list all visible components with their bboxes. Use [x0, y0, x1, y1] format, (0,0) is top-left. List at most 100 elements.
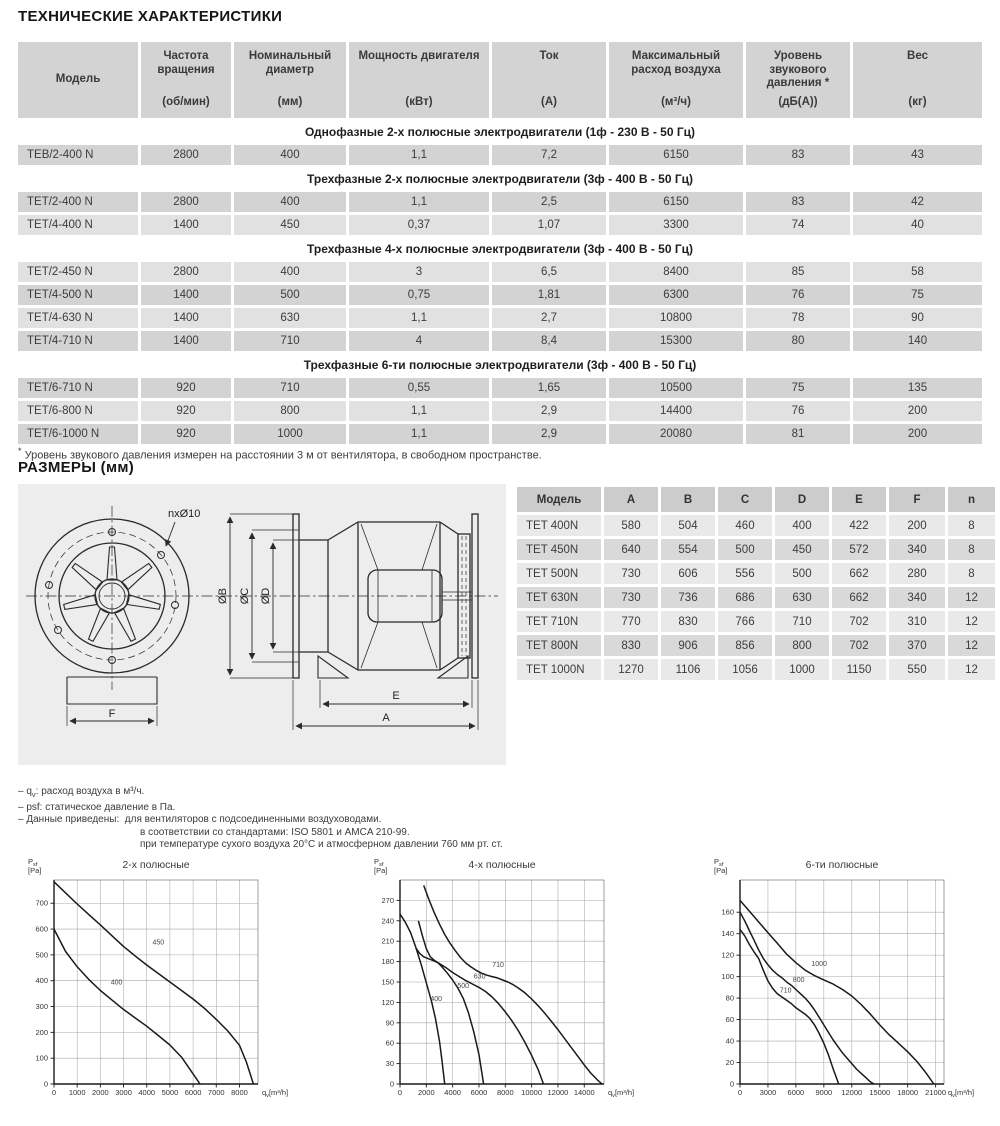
note-line: при температуре сухого воздуха 20°С и ат…: [18, 839, 503, 852]
table-cell: 2800: [141, 262, 231, 282]
chart-ticks: [396, 899, 585, 1088]
svg-text:3000: 3000: [115, 1088, 132, 1097]
table-cell: 702: [832, 611, 886, 632]
table-cell: 2,9: [492, 401, 606, 421]
dims-column-header: F: [889, 487, 945, 512]
note-text: v: [31, 790, 36, 799]
column-unit: (об/мин): [162, 95, 210, 108]
curve-400: [399, 913, 446, 1085]
table-cell: 500: [718, 539, 772, 560]
section-header: Трехфазные 6-ти полюсные электродвигател…: [18, 354, 982, 375]
model-cell: TET 1000N: [517, 659, 601, 680]
note-line: – Данные приведены: для вентиляторов с п…: [18, 814, 503, 827]
curve-label-400: 400: [111, 980, 123, 987]
table-cell: 450: [234, 215, 346, 235]
table-cell: 8: [948, 515, 995, 536]
table-cell: 6300: [609, 285, 743, 305]
table-cell: 504: [661, 515, 715, 536]
x-axis-label: qv[m³/h]: [608, 1088, 634, 1099]
svg-text:6000: 6000: [471, 1088, 488, 1097]
table-cell: 422: [832, 515, 886, 536]
chart-title: 2-х полюсные: [122, 859, 189, 871]
svg-text:0: 0: [44, 1080, 48, 1089]
table-cell: 10500: [609, 378, 743, 398]
model-cell: TET/4-630 N: [18, 308, 138, 328]
svg-text:270: 270: [381, 896, 394, 905]
chart-4-pole: 0 2000 4000 6000 8000 10000 12000 14000 0 30 60 90 1…: [354, 854, 679, 1120]
note-text: : расход воздуха в м³/ч.: [35, 786, 145, 797]
svg-text:6000: 6000: [185, 1088, 202, 1097]
svg-text:30: 30: [386, 1059, 394, 1068]
curve-label-630: 630: [474, 974, 486, 981]
table-cell: 920: [141, 378, 231, 398]
column-unit: (м³/ч): [661, 95, 691, 108]
curve-label-450: 450: [152, 940, 164, 947]
model-cell: TET/4-400 N: [18, 215, 138, 235]
table-cell: 1,1: [349, 424, 489, 444]
table-cell: 906: [661, 635, 715, 656]
table-cell: 85: [746, 262, 850, 282]
table-cell: 702: [832, 635, 886, 656]
model-cell: TET/6-710 N: [18, 378, 138, 398]
table-cell: 2800: [141, 192, 231, 212]
column-unit: (кг): [908, 95, 927, 108]
note-text: – Данные приведены: для вентиляторов с п…: [18, 814, 382, 825]
svg-text:1000: 1000: [69, 1088, 86, 1097]
svg-text:210: 210: [381, 937, 394, 946]
svg-text:2000: 2000: [92, 1088, 109, 1097]
svg-text:500: 500: [35, 950, 48, 959]
drawing-labels: nxØ10 ØB ØC ØD E A F: [109, 508, 400, 724]
svg-text:120: 120: [381, 998, 394, 1007]
dim-c-label: ØC: [239, 588, 251, 605]
note-line: в соответствии со стандартами: ISO 5801 …: [18, 827, 503, 840]
table-cell: 340: [889, 587, 945, 608]
table-cell: 310: [889, 611, 945, 632]
table-cell: 1,1: [349, 192, 489, 212]
curve-1000: [739, 899, 935, 1085]
svg-text:160: 160: [721, 908, 734, 917]
table-cell: 7,2: [492, 145, 606, 165]
svg-text:0: 0: [730, 1080, 734, 1089]
svg-text:600: 600: [35, 925, 48, 934]
table-cell: 730: [604, 587, 658, 608]
table-cell: 2800: [141, 145, 231, 165]
table-cell: 76: [746, 285, 850, 305]
table-cell: 370: [889, 635, 945, 656]
table-cell: 0,55: [349, 378, 489, 398]
table-cell: 1400: [141, 285, 231, 305]
table-cell: 800: [775, 635, 829, 656]
curve-label-400: 400: [430, 996, 442, 1003]
column-label: Максимальный расход воздуха: [631, 50, 721, 76]
model-cell: TET 450N: [517, 539, 601, 560]
table-cell: 770: [604, 611, 658, 632]
svg-text:240: 240: [381, 916, 394, 925]
table-cell: 686: [718, 587, 772, 608]
model-cell: TET 630N: [517, 587, 601, 608]
curve-630: [415, 947, 545, 1085]
column-unit: (А): [541, 95, 557, 108]
table-cell: 4: [349, 331, 489, 351]
column-unit: (мм): [277, 95, 303, 108]
column-label: Модель: [55, 72, 101, 85]
table-cell: 76: [746, 401, 850, 421]
table-cell: 1000: [234, 424, 346, 444]
model-cell: TEB/2-400 N: [18, 145, 138, 165]
chart-6-pole-svg: 0 3000 6000 9000 12000 15000 18000 21000 0 20 40 60…: [714, 857, 974, 1099]
model-cell: TET 500N: [517, 563, 601, 584]
table-cell: 2,9: [492, 424, 606, 444]
table-cell: 1,65: [492, 378, 606, 398]
spec-column-header: Уровень звукового давления * (дБ(А)): [746, 42, 850, 118]
dims-column-header: n: [948, 487, 995, 512]
y-axis-label: Psf: [28, 857, 38, 868]
curve-label-800: 800: [793, 977, 805, 984]
curve-label-710: 710: [492, 962, 504, 969]
chart-grid: [54, 880, 258, 1084]
dims-column-header: E: [832, 487, 886, 512]
curve-label-710: 710: [780, 988, 792, 995]
table-cell: 450: [775, 539, 829, 560]
curve-label-1000: 1000: [811, 961, 827, 968]
dims-column-header: A: [604, 487, 658, 512]
y-axis-unit: [Pa]: [714, 866, 727, 875]
table-cell: 1,07: [492, 215, 606, 235]
section-header: Трехфазные 2-х полюсные электродвигатели…: [18, 168, 982, 189]
